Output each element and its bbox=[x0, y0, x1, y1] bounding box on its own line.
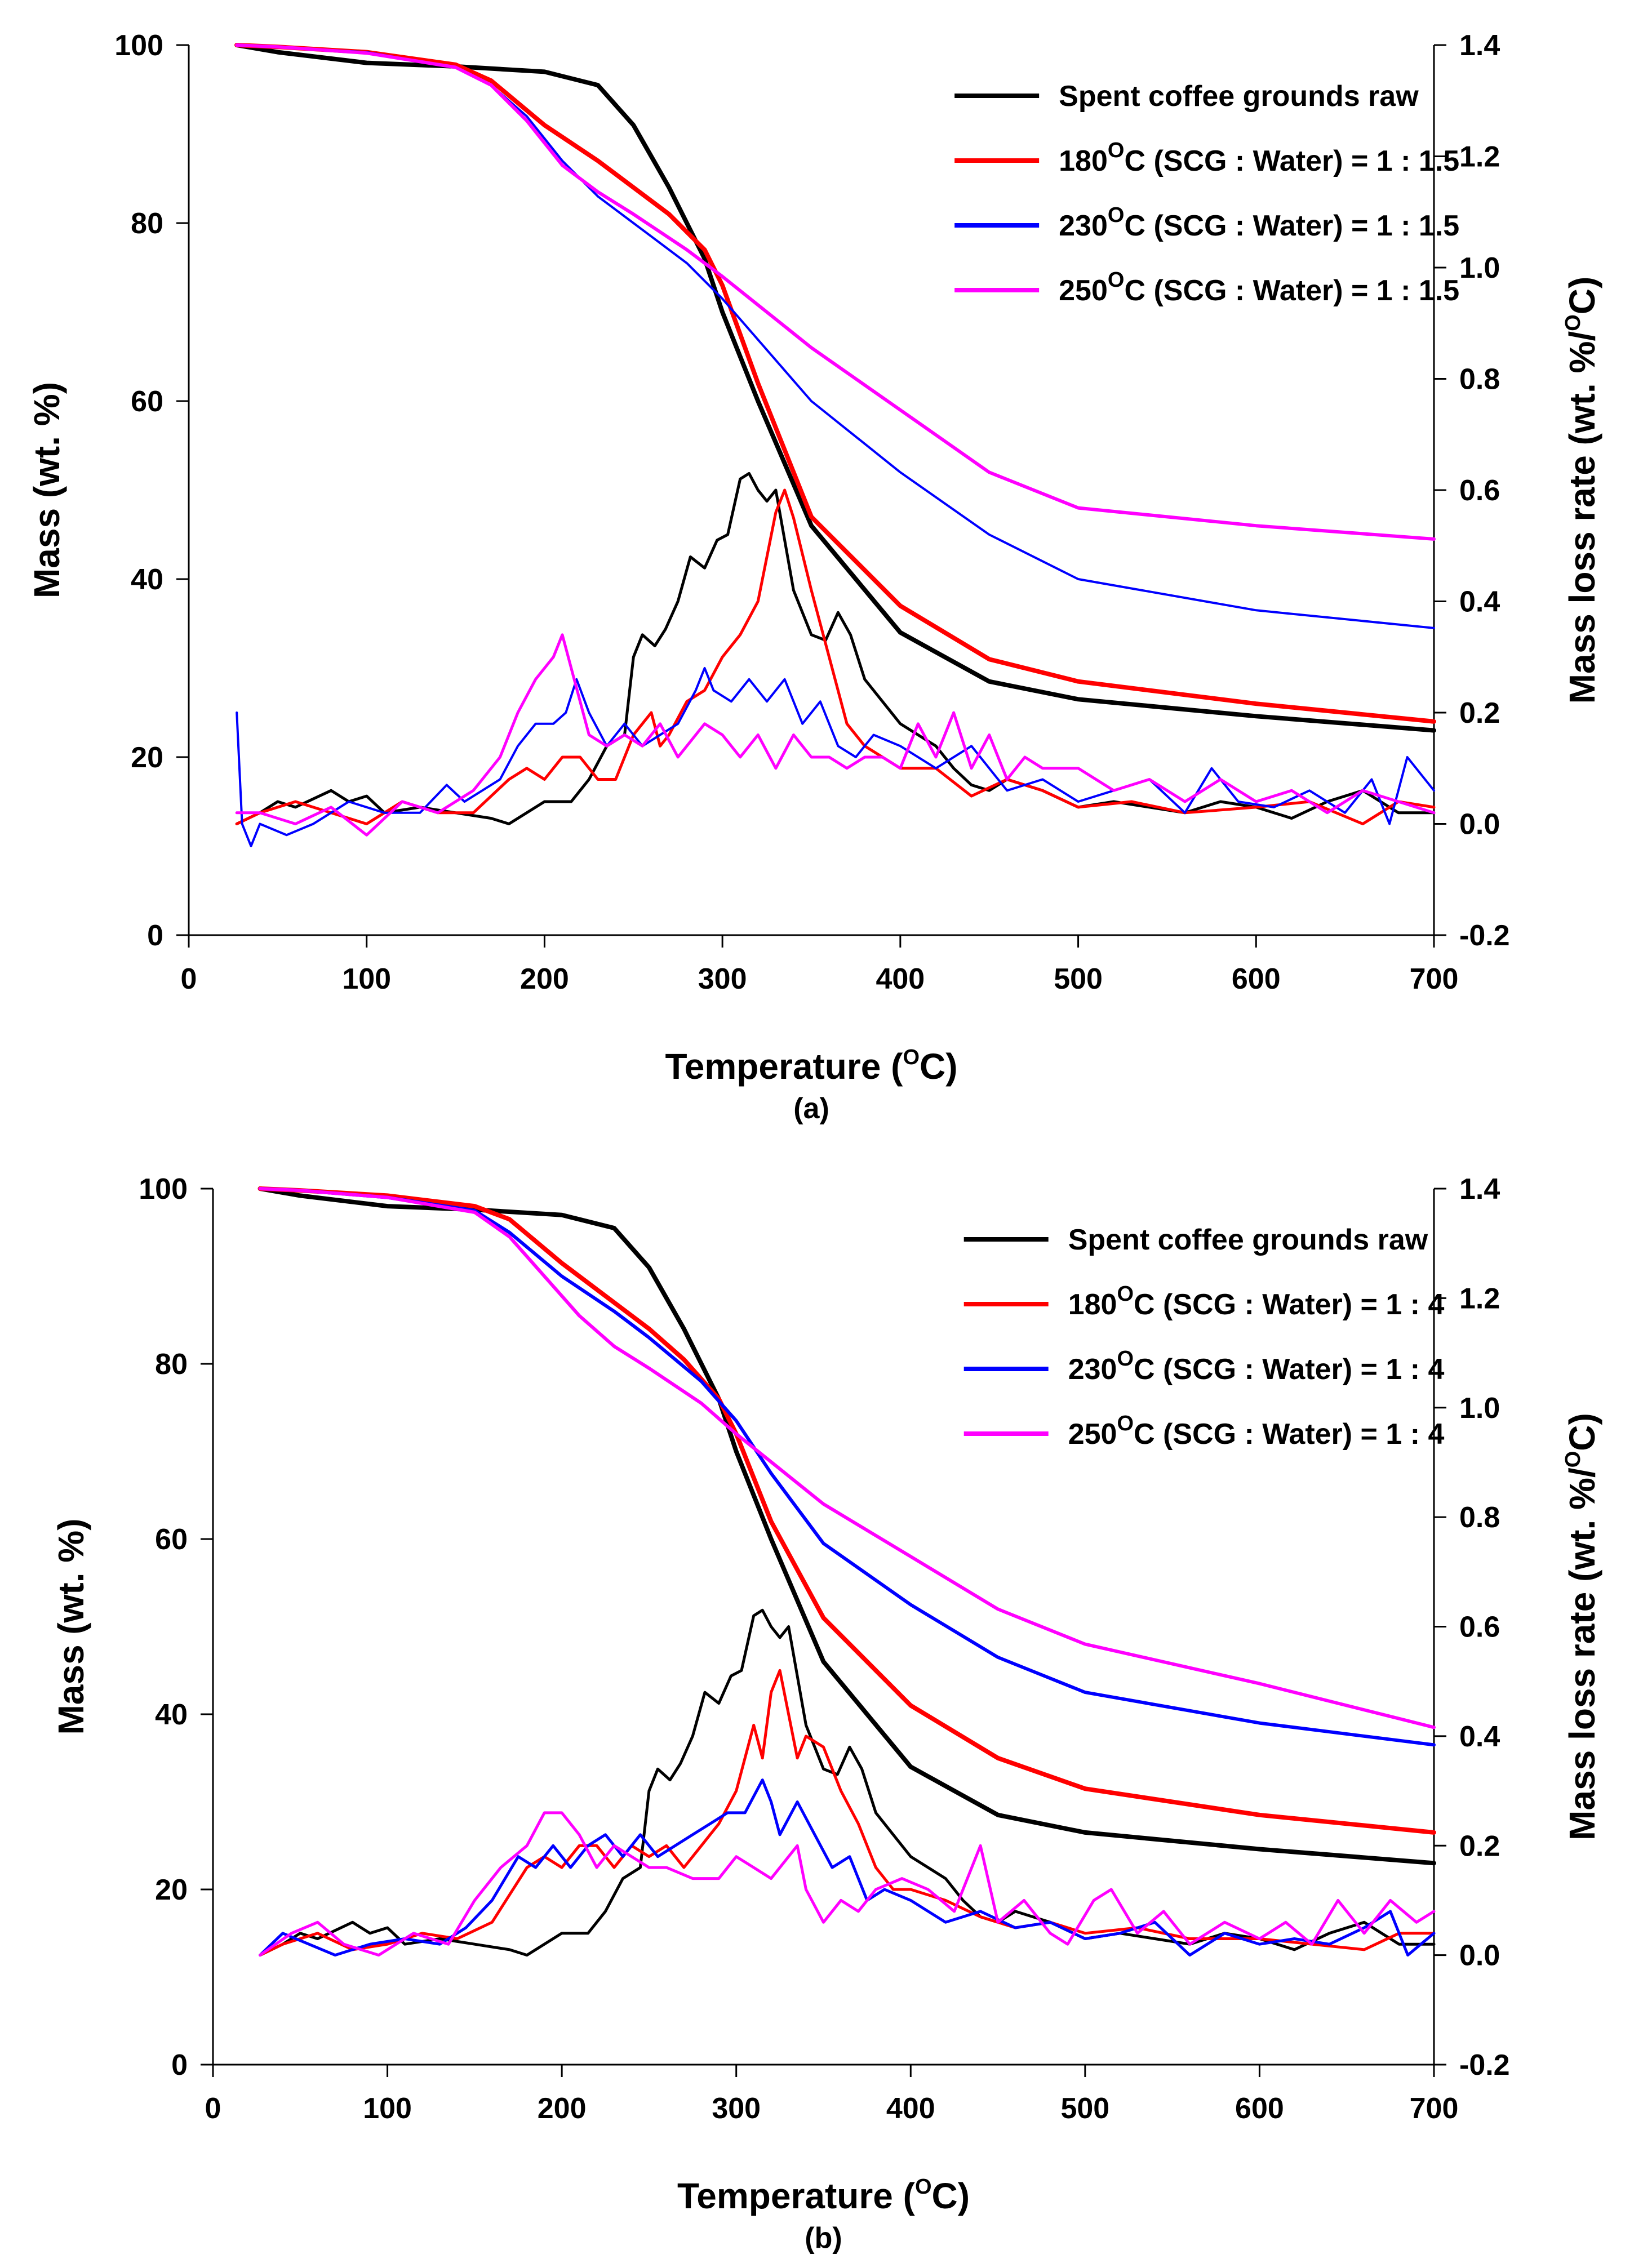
y2-tick-label: 1.0 bbox=[1459, 252, 1500, 284]
y-tick-label: 20 bbox=[155, 1874, 188, 1906]
y-tick-label: 40 bbox=[155, 1698, 188, 1731]
panel-caption: (b) bbox=[805, 2222, 842, 2254]
series-line-blue-tg bbox=[258, 1187, 1436, 1747]
panel-b: 0 100 200 300 400 500 600 700 0 20 40 60 80 100 -0.2 0.… bbox=[51, 1173, 1602, 2254]
x-axis-title: Temperature (OC) bbox=[677, 2175, 970, 2216]
series-line-red-dtg bbox=[235, 488, 1436, 825]
y-tick-label: 100 bbox=[114, 29, 163, 62]
legend-label: 180OC (SCG : Water) = 1 : 1.5 bbox=[1059, 139, 1459, 177]
y2-tick-label: 1.0 bbox=[1459, 1392, 1500, 1425]
y-tick-label: 80 bbox=[131, 207, 163, 240]
y2-axis-title: Mass loss rate (wt. %/OC) bbox=[1561, 277, 1602, 704]
legend-label: 180OC (SCG : Water) = 1 : 4 bbox=[1068, 1282, 1445, 1321]
panel-a: 0 100 200 300 400 500 600 700 0 20 40 60 80 100 -0.2 0.… bbox=[26, 29, 1602, 1125]
y2-axis-title: Mass loss rate (wt. %/OC) bbox=[1561, 1413, 1602, 1840]
x-tick-label: 0 bbox=[205, 2092, 221, 2125]
y2-tick-label: 0.4 bbox=[1459, 586, 1500, 619]
series-line-magenta-tg bbox=[258, 1187, 1436, 1729]
series-line-magenta-tg bbox=[235, 43, 1436, 541]
x-tick-label: 400 bbox=[876, 963, 925, 995]
series-line-blue-dtg bbox=[236, 667, 1435, 847]
x-tick-label: 700 bbox=[1410, 963, 1459, 995]
y-tick-label: 0 bbox=[171, 2049, 188, 2082]
x-tick-label: 700 bbox=[1410, 2092, 1459, 2125]
y-tick-label: 20 bbox=[131, 741, 163, 774]
y2-tick-label: -0.2 bbox=[1459, 2049, 1510, 2082]
series-line-red-tg bbox=[257, 1186, 1436, 1835]
y-tick-label: 0 bbox=[147, 919, 163, 952]
series-line-magenta-dtg bbox=[235, 633, 1436, 837]
series-line-red-dtg bbox=[259, 1669, 1436, 1957]
y2-tick-label: 0.8 bbox=[1459, 1501, 1500, 1534]
x-tick-label: 600 bbox=[1232, 963, 1281, 995]
x-tick-label: 500 bbox=[1060, 2092, 1109, 2125]
x-tick-label: 300 bbox=[712, 2092, 761, 2125]
legend-label: 230OC (SCG : Water) = 1 : 1.5 bbox=[1059, 203, 1459, 242]
y2-tick-label: 0.2 bbox=[1459, 1830, 1500, 1862]
series-line-black-tg bbox=[234, 43, 1436, 733]
x-tick-label: 200 bbox=[520, 963, 569, 995]
legend-label: Spent coffee grounds raw bbox=[1068, 1224, 1428, 1256]
series-line-blue-dtg bbox=[259, 1778, 1436, 1957]
legend-label: 250OC (SCG : Water) = 1 : 1.5 bbox=[1059, 268, 1459, 307]
y2-tick-label: 0.4 bbox=[1459, 1720, 1500, 1753]
y-axis-title: Mass (wt. %) bbox=[26, 382, 67, 598]
y-tick-label: 60 bbox=[131, 385, 163, 418]
legend-label: 250OC (SCG : Water) = 1 : 4 bbox=[1068, 1412, 1445, 1451]
y2-tick-label: 0.0 bbox=[1459, 1940, 1500, 1972]
y2-tick-label: -0.2 bbox=[1459, 919, 1510, 952]
legend-label: 230OC (SCG : Water) = 1 : 4 bbox=[1068, 1347, 1445, 1386]
series-line-magenta-dtg bbox=[259, 1811, 1436, 1957]
y2-tick-label: 0.2 bbox=[1459, 697, 1500, 730]
y2-tick-label: 0.6 bbox=[1459, 1611, 1500, 1644]
y2-tick-label: 1.4 bbox=[1459, 29, 1500, 62]
y2-tick-label: 1.2 bbox=[1459, 1282, 1500, 1315]
y2-tick-label: 0.0 bbox=[1459, 808, 1500, 841]
x-tick-label: 400 bbox=[886, 2092, 935, 2125]
x-tick-label: 600 bbox=[1235, 2092, 1284, 2125]
series-line-red-tg bbox=[234, 43, 1436, 724]
x-tick-label: 300 bbox=[698, 963, 747, 995]
x-axis-title: Temperature (OC) bbox=[665, 1046, 957, 1087]
y-tick-label: 40 bbox=[131, 563, 163, 596]
x-tick-label: 100 bbox=[363, 2092, 412, 2125]
y-tick-label: 60 bbox=[155, 1523, 188, 1556]
y2-tick-label: 0.8 bbox=[1459, 363, 1500, 396]
x-tick-label: 500 bbox=[1054, 963, 1103, 995]
y2-tick-label: 1.4 bbox=[1459, 1173, 1500, 1206]
y2-tick-label: 1.2 bbox=[1459, 141, 1500, 174]
y-axis-title: Mass (wt. %) bbox=[51, 1518, 91, 1735]
panel-caption: (a) bbox=[793, 1092, 829, 1125]
y2-tick-label: 0.6 bbox=[1459, 474, 1500, 507]
x-tick-label: 200 bbox=[538, 2092, 587, 2125]
legend-label: Spent coffee grounds raw bbox=[1059, 80, 1419, 113]
x-tick-label: 100 bbox=[342, 963, 391, 995]
x-tick-label: 0 bbox=[181, 963, 197, 995]
y-tick-label: 100 bbox=[139, 1173, 188, 1206]
y-tick-label: 80 bbox=[155, 1348, 188, 1381]
